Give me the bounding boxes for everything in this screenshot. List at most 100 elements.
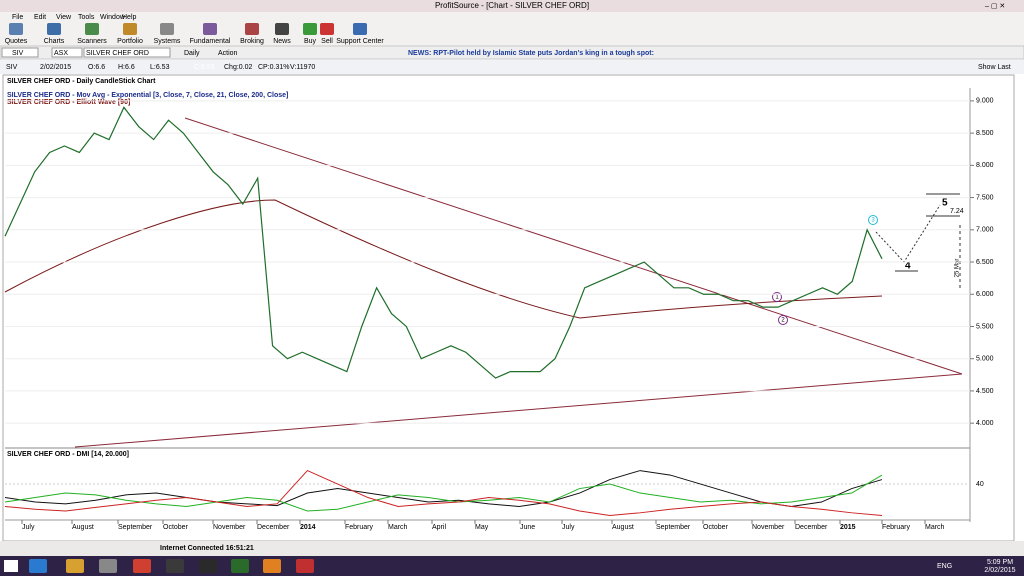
language: ENG	[937, 563, 952, 570]
y-tick-label: 5.000	[976, 356, 994, 363]
wave-marker	[868, 215, 878, 225]
info-bar	[0, 60, 1024, 74]
info-field: L:6.53	[150, 64, 170, 71]
toolbar-label[interactable]: News	[273, 38, 291, 45]
toolbar-label[interactable]: Quotes	[5, 38, 28, 45]
name-box[interactable]	[83, 47, 171, 58]
exchange-box[interactable]	[51, 47, 83, 58]
menu-item[interactable]: Edit	[34, 14, 46, 21]
dmi-title: SILVER CHEF ORD - DMI [14, 20.000]	[7, 451, 129, 458]
y-tick-label: 8.500	[976, 130, 994, 137]
x-tick-label: September	[118, 524, 153, 531]
info-field: Chg:0.02	[224, 64, 253, 71]
toolbar-icon[interactable]	[47, 23, 61, 35]
info-field: O:6.6	[88, 64, 105, 71]
toolbar-label[interactable]: Fundamental	[190, 38, 231, 45]
menu-item[interactable]: View	[56, 14, 72, 21]
x-tick-label: June	[520, 524, 535, 531]
dmi-line	[4, 469, 883, 517]
toolbar-icon[interactable]	[303, 23, 317, 35]
taskbar-app[interactable]	[29, 559, 47, 573]
y-tick-label: 8.000	[976, 162, 994, 169]
toolbar-icon[interactable]	[9, 23, 23, 35]
chart-title: SILVER CHEF ORD - Daily CandleStick Char…	[7, 78, 156, 85]
info-field: V:11970	[290, 64, 315, 71]
toolbar-label[interactable]: Buy	[304, 38, 317, 45]
connection-status: Internet Connected 16:51:21	[160, 545, 254, 552]
toolbar-icon[interactable]	[353, 23, 367, 35]
taskbar-app[interactable]	[263, 559, 281, 573]
chart-subtitle: SILVER CHEF ORD - Elliott Wave [90]	[7, 99, 130, 106]
y-tick-label: 7.000	[976, 227, 994, 234]
clock-time: 5:09 PM	[987, 559, 1013, 566]
action[interactable]: Action	[218, 50, 238, 57]
menu-item[interactable]: Tools	[78, 14, 95, 21]
chart-area	[2, 74, 1015, 542]
info-code: SIV	[6, 64, 18, 71]
menu-item[interactable]: File	[12, 14, 23, 21]
x-tick-label: May	[475, 524, 489, 531]
dmi-line	[4, 474, 883, 512]
y-tick-label: 5.500	[976, 323, 994, 330]
y-tick-label: 4.000	[976, 420, 994, 427]
x-tick-label: December	[795, 524, 828, 531]
info-field: H:6.6	[118, 64, 135, 71]
x-tick-label: July	[22, 524, 35, 531]
trendline	[184, 117, 963, 375]
window-controls[interactable]: – ▢ ✕	[985, 3, 1005, 10]
ema-200	[4, 199, 883, 319]
taskbar-app[interactable]	[99, 559, 117, 573]
menu-item[interactable]: Help	[122, 14, 137, 21]
toolbar-label[interactable]: Portfolio	[117, 38, 143, 45]
symbol-name: SILVER CHEF ORD	[86, 50, 149, 57]
toolbar-label[interactable]: Systems	[154, 38, 181, 45]
toolbar-icon[interactable]	[160, 23, 174, 35]
taskbar-app[interactable]	[296, 559, 314, 573]
taskbar-app[interactable]	[166, 559, 184, 573]
price-line	[4, 106, 883, 379]
wave-target: 7.24	[950, 208, 964, 215]
info-date: 2/02/2015	[40, 64, 71, 71]
symbol-bar	[0, 45, 1024, 60]
code-box[interactable]	[1, 47, 39, 58]
status-bar	[0, 541, 1024, 556]
x-tick-label: November	[213, 524, 246, 531]
taskbar-app[interactable]	[231, 559, 249, 573]
taskbar-app[interactable]	[133, 559, 151, 573]
toolbar-icon[interactable]	[320, 23, 334, 35]
toolbar-icon[interactable]	[203, 23, 217, 35]
x-tick-label: March	[388, 524, 408, 531]
toolbar-icon[interactable]	[245, 23, 259, 35]
window-title: ProfitSource - [Chart - SILVER CHEF ORD]	[435, 1, 589, 10]
toolbar-label[interactable]: Support Center	[336, 38, 384, 45]
toolbar-label[interactable]: Scanners	[77, 38, 107, 45]
news-ticker[interactable]: NEWS: RPT-Pilot held by Islamic State pu…	[408, 50, 654, 57]
x-tick-label: February	[882, 524, 911, 531]
clock-date: 2/02/2015	[984, 567, 1015, 574]
toolbar-label[interactable]: Charts	[44, 38, 65, 45]
taskbar-app[interactable]	[66, 559, 84, 573]
toolbar-icon[interactable]	[85, 23, 99, 35]
x-tick-label: September	[656, 524, 691, 531]
toolbar-label[interactable]: Sell	[321, 38, 333, 45]
start-button[interactable]	[4, 560, 18, 572]
time-label: 25 Mar	[955, 259, 961, 278]
toolbar-label[interactable]: Broking	[240, 38, 264, 45]
x-tick-label: August	[612, 524, 634, 531]
toolbar-icon[interactable]	[123, 23, 137, 35]
info-field: CP:0.31%	[258, 64, 290, 71]
x-tick-label: November	[752, 524, 785, 531]
x-tick-label: July	[562, 524, 575, 531]
show-last[interactable]: Show Last	[978, 64, 1011, 71]
wave-marker	[778, 315, 788, 325]
wave-label: 2	[781, 318, 785, 324]
period[interactable]: Daily	[184, 50, 200, 57]
toolbar-icon[interactable]	[275, 23, 289, 35]
x-tick-label: 2014	[300, 524, 316, 531]
wave-marker	[772, 292, 782, 302]
y-tick-label: 40	[976, 481, 984, 488]
x-tick-label: 2015	[840, 524, 856, 531]
symbol-code: SIV	[12, 50, 24, 57]
taskbar-app[interactable]	[199, 559, 217, 573]
menu-item[interactable]: Window	[100, 14, 126, 21]
